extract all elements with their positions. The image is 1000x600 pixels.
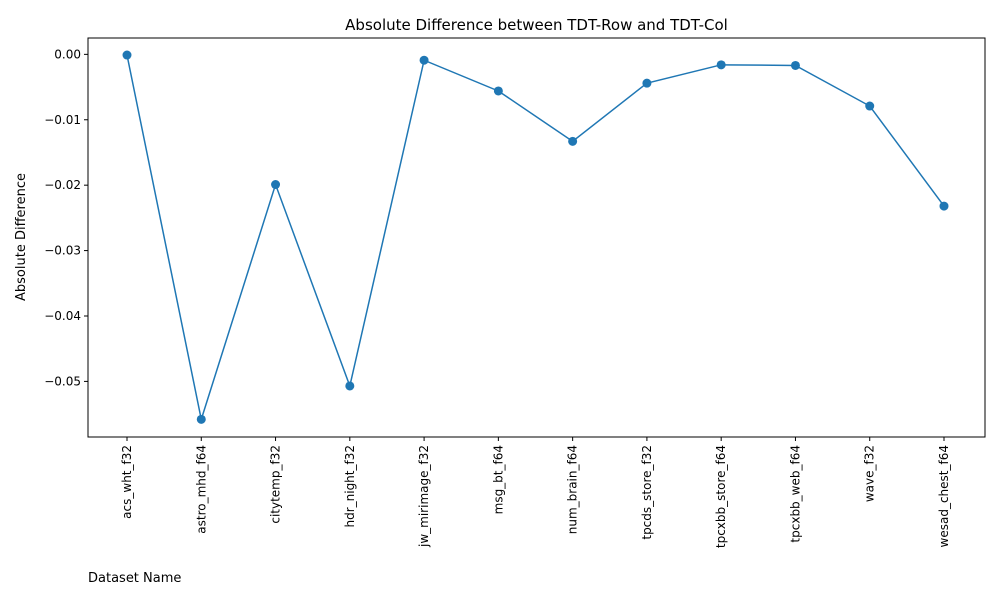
y-tick-label: −0.03: [44, 244, 81, 258]
data-point: [939, 201, 949, 211]
x-tick-label: tpcxbb_web_f64: [788, 445, 802, 543]
x-tick-label: tpcds_store_f32: [640, 445, 654, 540]
data-point: [865, 101, 875, 111]
x-tick-label: wave_f32: [863, 445, 877, 502]
y-tick-label: −0.02: [44, 178, 81, 192]
y-tick-label: −0.05: [44, 374, 81, 388]
x-tick-label: msg_bt_f64: [491, 445, 505, 514]
x-tick-label: acs_wht_f32: [120, 445, 134, 519]
y-tick-label: 0.00: [54, 47, 81, 61]
data-point: [345, 381, 355, 391]
data-point: [493, 86, 503, 96]
x-tick-label: tpcxbb_store_f64: [714, 445, 728, 548]
data-point: [419, 55, 429, 65]
data-point: [568, 136, 578, 146]
x-tick-label: wesad_chest_f64: [937, 445, 951, 547]
data-point: [642, 78, 652, 88]
x-tick-label: num_brain_f64: [566, 445, 580, 534]
data-point: [716, 60, 726, 70]
data-point: [790, 60, 800, 70]
plot-area: [87, 37, 986, 438]
x-tick-label: hdr_night_f32: [343, 445, 357, 528]
data-point: [196, 414, 206, 424]
series-line: [126, 54, 945, 423]
y-axis-label: Absolute Difference: [14, 173, 29, 301]
x-tick-label: citytemp_f32: [269, 445, 283, 524]
series-group: [122, 50, 949, 424]
x-tick-label: astro_mhd_f64: [194, 445, 208, 534]
x-axis-ticks: acs_wht_f32 astro_mhd_f64 citytemp_f32 hdr_…: [120, 437, 951, 548]
x-axis-label: Dataset Name: [88, 571, 181, 586]
chart-title: Absolute Difference between TDT-Row and …: [345, 16, 728, 34]
y-axis-ticks: 0.00 −0.01 −0.02 −0.03 −0.04 −0.05: [44, 47, 88, 388]
x-tick-label: jw_mirimage_f32: [417, 445, 431, 548]
data-point: [122, 50, 132, 60]
y-tick-label: −0.04: [44, 309, 81, 323]
data-point: [271, 180, 281, 190]
y-tick-label: −0.01: [44, 113, 81, 127]
